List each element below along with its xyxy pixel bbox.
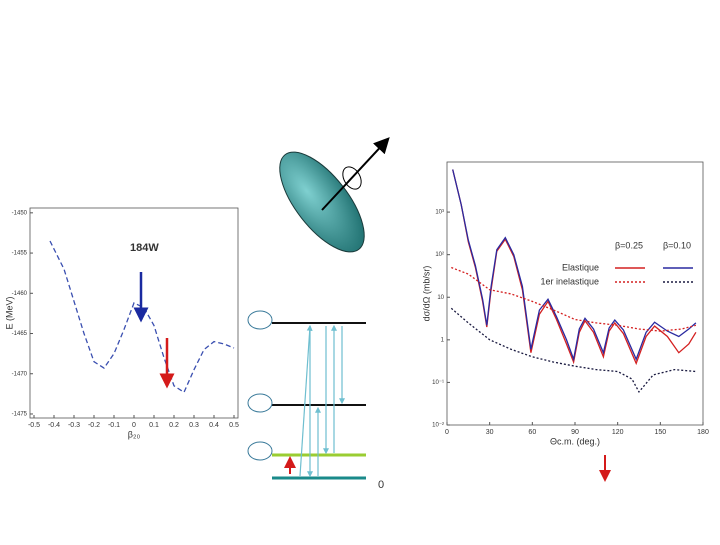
x-tick-label: 180 <box>697 429 709 436</box>
level-marker <box>247 441 273 461</box>
x-tick-label: 30 <box>486 429 494 436</box>
y-tick-label: -1470 <box>12 371 28 377</box>
legend-label: Elastique <box>562 262 599 272</box>
x-tick-label: 0.2 <box>169 422 179 429</box>
data-line <box>452 169 697 362</box>
level-marker <box>247 393 273 413</box>
y-tick-label: 1 <box>441 337 445 343</box>
x-tick-label: 90 <box>571 429 579 436</box>
level-marker <box>247 310 273 330</box>
rotation-loop <box>342 166 362 190</box>
x-tick-label: 0 <box>445 429 449 436</box>
x-tick-label: 60 <box>528 429 536 436</box>
y-tick-label: 10⁻² <box>432 423 444 429</box>
x-axis-label: β₂₀ <box>128 429 141 439</box>
x-tick-label: -0.4 <box>48 422 60 429</box>
data-line <box>450 307 696 394</box>
legend-header: β=0.25 <box>615 240 643 250</box>
data-line <box>452 169 697 366</box>
nucleus-shape <box>279 151 365 253</box>
y-tick-label: 10² <box>435 252 444 258</box>
x-tick-label: -0.2 <box>88 422 100 429</box>
x-tick-label: -0.3 <box>68 422 80 429</box>
ground-label: 0 <box>378 479 384 491</box>
legend-header: β=0.10 <box>663 240 691 250</box>
x-tick-label: -0.1 <box>108 422 120 429</box>
x-tick-label: -0.5 <box>28 422 40 429</box>
x-tick-label: 0 <box>132 422 136 429</box>
level-scheme: 0 <box>247 310 384 491</box>
y-axis-label: dσ/dΩ (mb/sr) <box>421 266 431 322</box>
x-tick-label: 0.4 <box>209 422 219 429</box>
x-tick-label: 150 <box>654 429 666 436</box>
data-line <box>451 266 697 332</box>
y-tick-label: -1460 <box>12 291 28 297</box>
x-tick-label: 0.1 <box>149 422 159 429</box>
y-tick-label: 10 <box>437 295 444 301</box>
y-tick-label: 10³ <box>435 210 444 216</box>
y-tick-label: 10⁻¹ <box>432 380 444 386</box>
x-tick-label: 0.5 <box>229 422 239 429</box>
data-line <box>49 240 235 394</box>
y-tick-label: -1450 <box>12 210 28 216</box>
chart-title: 184W <box>130 242 159 254</box>
x-tick-label: 120 <box>612 429 624 436</box>
legend-label: 1er inelastique <box>540 276 599 286</box>
y-tick-label: -1455 <box>12 251 28 257</box>
transition <box>299 324 313 477</box>
y-axis-label: E (MeV) <box>4 296 14 329</box>
plot-frame <box>446 161 704 426</box>
transitions <box>299 324 345 478</box>
plot-frame <box>29 207 239 419</box>
spin-axis <box>321 137 390 211</box>
y-tick-label: -1465 <box>12 331 28 337</box>
x-axis-label: Θc.m. (deg.) <box>550 436 600 446</box>
x-tick-label: 0.3 <box>189 422 199 429</box>
y-tick-label: -1475 <box>12 412 28 418</box>
